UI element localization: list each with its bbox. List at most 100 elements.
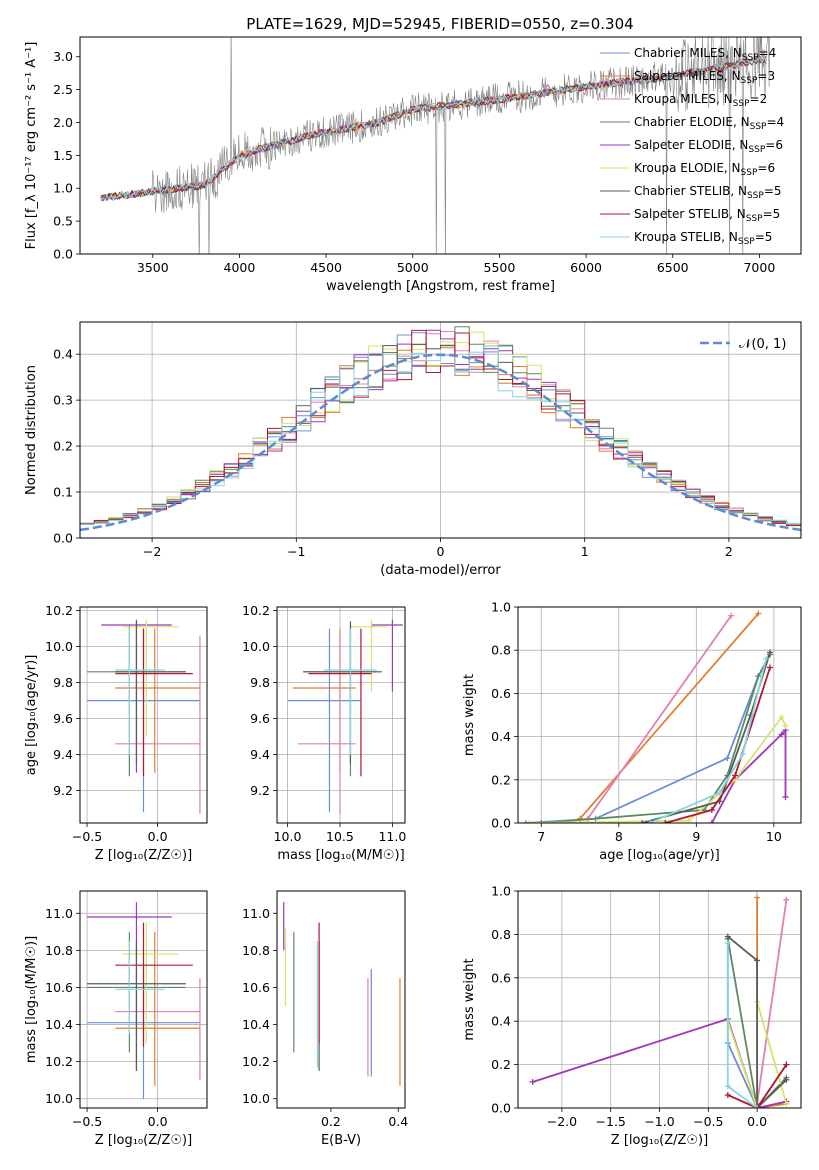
legend-subscript: SSP [741, 168, 758, 178]
axes-frame [276, 606, 406, 824]
legend-nssp: =5 [764, 184, 782, 198]
axes-frame [79, 606, 208, 824]
y-tick-label: 11.0 [242, 906, 270, 921]
model-fit-line [100, 56, 767, 201]
weight-marker [755, 610, 762, 617]
weight-marker [724, 933, 731, 940]
y-tick-label: 10.0 [45, 1091, 73, 1106]
y-tick-label: 10.4 [45, 1017, 73, 1032]
y-tick-label: 10.6 [242, 980, 270, 995]
weight-marker [724, 755, 731, 762]
errorbar-point [115, 621, 186, 764]
legend-nssp: =5 [755, 230, 773, 244]
legend-nssp: =4 [766, 115, 784, 129]
x-tick-label: 6500 [657, 260, 689, 275]
legend-subscript: SSP [746, 214, 763, 224]
errorbar-point [115, 922, 193, 1047]
x-tick-label: 4000 [224, 260, 256, 275]
legend-label: Salpeter ELODIE, NSSP=6 [634, 138, 783, 155]
weight-series-line [726, 938, 788, 1108]
y-tick-label: 0.4 [491, 729, 511, 744]
x-tick-label: 1 [581, 544, 589, 559]
y-tick-label: 9.6 [250, 711, 270, 726]
weight-marker [708, 820, 715, 823]
x-tick-label: −2 [143, 544, 161, 559]
errorbar-point [350, 619, 388, 692]
y-axis-label: mass [log₁₀(M/M☉)] [24, 936, 39, 1063]
histogram-step [80, 329, 801, 526]
axes-frame [276, 890, 406, 1109]
x-axis-label: Z [log₁₀(Z/Z☉)] [95, 848, 192, 863]
x-tick-label: 3500 [137, 260, 169, 275]
weight-series-line [665, 667, 771, 823]
y-tick-label: 9.4 [53, 747, 73, 762]
y-tick-label: 0.4 [491, 1014, 511, 1029]
y-tick-label: 10.0 [242, 639, 270, 654]
legend: 𝒩(0, 1) [700, 337, 786, 352]
y-tick-label: 1.0 [53, 181, 73, 196]
x-axis-label: E(B-V) [321, 1133, 361, 1148]
x-tick-label: 0 [437, 544, 445, 559]
y-tick-label: 0.6 [491, 970, 511, 985]
legend-subscript: SSP [742, 53, 759, 63]
x-tick-label: 5500 [484, 260, 516, 275]
panel-residuals: −2 −1 0 1 2 0.0 0.1 0.2 0.3 0.4 (data-model)/error… [24, 321, 802, 578]
weight-marker [529, 1078, 536, 1085]
histogram-step [80, 329, 801, 525]
x-tick-label: 6000 [570, 260, 602, 275]
figure-title: PLATE=1629, MJD=52945, FIBERID=0550, z=0… [246, 15, 633, 33]
x-axis-label: mass [log₁₀(M/M☉)] [277, 848, 404, 863]
x-tick-label: 10 [766, 829, 782, 844]
weight-marker [728, 612, 735, 619]
errorbar-point [122, 922, 179, 1044]
y-tick-label: 10.2 [242, 603, 270, 618]
errorbar-point [287, 628, 361, 813]
y-tick-label: 10.6 [45, 980, 73, 995]
legend-label: Chabrier MILES, NSSP=4 [634, 46, 776, 63]
plot-area [283, 902, 401, 1086]
x-tick-label: −0.5 [72, 1114, 102, 1129]
x-tick-label: 0.0 [747, 1114, 767, 1129]
panel-mass-vs-z: −0.5 0.0 10.0 10.2 10.4 10.6 10.8 11.0 Z [log₁₀(… [24, 890, 208, 1148]
axes-frame [517, 890, 802, 1109]
panel-weight-vs-age: 7 8 9 10 0.0 0.2 0.4 0.6 0.8 1.0 age [log₁₀(age/yr… [462, 600, 802, 863]
plot-area [87, 902, 201, 1099]
y-tick-label: 0.0 [53, 531, 73, 546]
x-axis-label: Z [log₁₀(Z/Z☉)] [611, 1133, 708, 1148]
x-tick-label: 0.0 [148, 1114, 168, 1129]
y-tick-label: 0.1 [53, 485, 73, 500]
weight-marker [526, 820, 533, 823]
y-axis-label: mass weight [462, 674, 477, 756]
errorbar-point [324, 628, 377, 755]
weight-series-line [541, 654, 771, 823]
legend: Chabrier MILES, NSSP=4 Salpeter MILES, NS… [600, 46, 784, 247]
weight-marker [739, 750, 746, 757]
y-tick-label: 9.8 [53, 675, 73, 690]
panel-age-vs-mass: 10.0 10.5 11.0 9.2 9.4 9.6 9.8 10.0 10.2 mass [lo… [242, 603, 406, 863]
weight-marker [783, 896, 790, 903]
panel-spectrum: 3500 4000 4500 5000 5500 6000 6500 7000 0.0 0.5 1.… [24, 36, 802, 294]
y-tick-label: 0.4 [53, 347, 73, 362]
legend-label: Salpeter MILES, NSSP=3 [634, 69, 775, 86]
x-tick-label: 0.0 [148, 829, 168, 844]
y-tick-label: 10.0 [242, 1091, 270, 1106]
legend-subscript: SSP [741, 76, 758, 86]
x-tick-label: 0.2 [321, 1114, 341, 1129]
legend-label: 𝒩(0, 1) [739, 337, 786, 352]
weight-marker [724, 940, 731, 947]
weight-marker [639, 820, 646, 823]
weight-marker [782, 722, 789, 729]
plot-area [522, 610, 789, 823]
errorbar-point [122, 619, 179, 737]
weight-marker [754, 1105, 761, 1108]
legend-label: Salpeter STELIB, NSSP=5 [634, 207, 780, 224]
y-tick-label: 0.8 [491, 643, 511, 658]
y-tick-label: 10.4 [242, 1017, 270, 1032]
legend-label: Chabrier STELIB, NSSP=5 [634, 184, 782, 201]
panel-weight-vs-z: −2.0 −1.5 −1.0 −0.5 0.0 0.0 0.2 0.4 0.6 0.8 1.0 Z [… [462, 884, 802, 1148]
weight-series-line [727, 1064, 788, 1108]
weight-marker [783, 1076, 790, 1083]
x-tick-label: −1.0 [644, 1114, 674, 1129]
weight-marker [732, 772, 739, 779]
y-tick-label: 1.0 [491, 600, 511, 615]
